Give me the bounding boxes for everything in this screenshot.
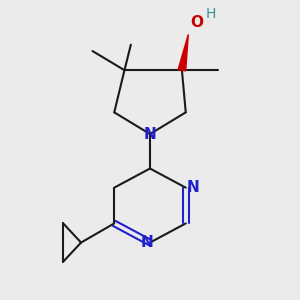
Polygon shape	[178, 34, 188, 71]
Text: H: H	[206, 7, 217, 21]
Text: O: O	[191, 16, 204, 31]
Text: N: N	[141, 235, 154, 250]
Text: N: N	[144, 127, 156, 142]
Text: N: N	[187, 180, 200, 195]
